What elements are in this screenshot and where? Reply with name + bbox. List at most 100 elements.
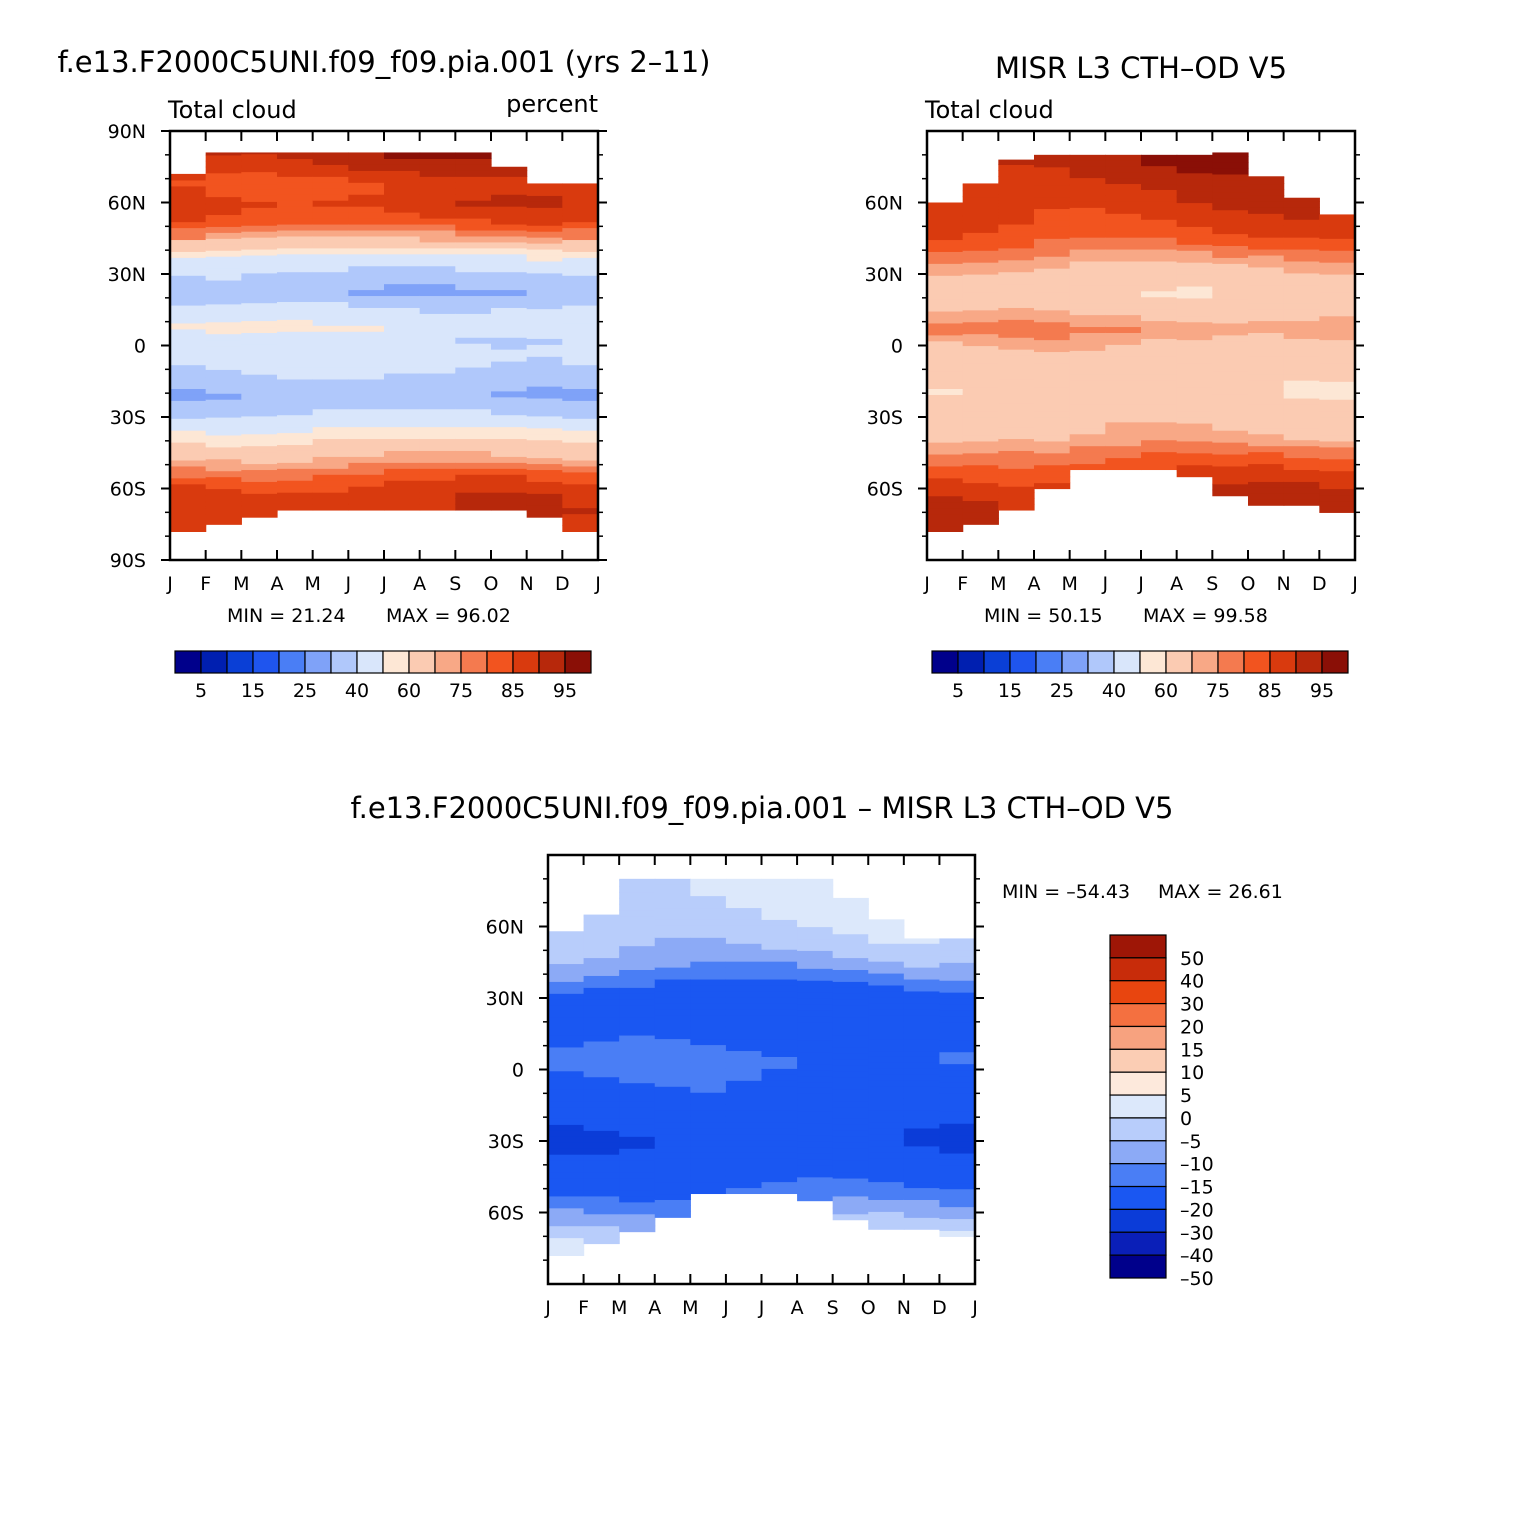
obs-cell: [1212, 430, 1249, 437]
diff-field: [548, 878, 976, 1256]
diff-colorbar-box: [1109, 1208, 1167, 1233]
model-cell: [526, 296, 563, 304]
model-cell: [312, 170, 349, 177]
obs-cell: [962, 321, 999, 329]
obs-cell: [927, 406, 964, 413]
diff-cell: [583, 1058, 620, 1066]
obs-cell: [962, 369, 999, 376]
model-cell: [562, 513, 599, 521]
model-cell: [348, 319, 385, 326]
model-cell: [312, 462, 349, 469]
model-cell: [277, 301, 314, 308]
model-cell: [526, 350, 563, 357]
model-cell: [205, 482, 242, 490]
model-cell: [526, 195, 563, 202]
obs-cell: [1105, 296, 1142, 304]
diff-cell: [654, 955, 691, 962]
diff-cell: [939, 1123, 976, 1130]
model-cell: [277, 468, 314, 475]
obs-cell: [998, 355, 1035, 362]
diff-cell: [725, 990, 763, 998]
obs-cell: [1319, 434, 1356, 442]
obs-cell: [1212, 161, 1249, 169]
obs-cell: [1212, 477, 1249, 485]
model-cell: [170, 227, 207, 235]
obs-cell: [1248, 445, 1285, 453]
model-cell: [348, 241, 385, 249]
diff-cell: [903, 943, 941, 950]
obs-cell: [1069, 427, 1106, 435]
model-colorbar-label: 95: [553, 680, 577, 702]
model-cell: [277, 212, 314, 219]
diff-cell: [761, 1068, 798, 1075]
diff-cell: [939, 950, 976, 957]
diff-cell: [868, 937, 905, 944]
obs-cell: [1283, 272, 1320, 280]
obs-cell: [1248, 391, 1285, 399]
diff-cell: [868, 931, 905, 938]
diff-cell: [583, 987, 620, 994]
model-colorbar-label: 15: [241, 680, 265, 702]
obs-y-tick-label: 60S: [867, 479, 903, 501]
diff-cell: [903, 1026, 941, 1034]
obs-cell: [998, 159, 1035, 165]
model-cell: [277, 343, 314, 350]
diff-cell: [654, 1187, 691, 1195]
model-cell: [526, 391, 563, 399]
obs-cell: [1034, 256, 1071, 263]
obs-cell: [1283, 320, 1320, 328]
diff-cell: [903, 1217, 941, 1224]
obs-cell: [1176, 411, 1213, 418]
obs-colorbar-box: [1035, 650, 1063, 674]
diff-cell: [868, 1074, 905, 1081]
model-field: [170, 152, 599, 532]
obs-cell: [1034, 274, 1071, 281]
diff-cell: [619, 1225, 656, 1233]
model-cell: [348, 498, 385, 505]
obs-cell: [962, 202, 999, 210]
model-cell: [170, 185, 207, 193]
obs-cell: [998, 390, 1035, 398]
diff-cell: [619, 1034, 656, 1042]
model-cell: [312, 492, 349, 499]
model-cell: [455, 450, 492, 457]
obs-cell: [1141, 397, 1178, 405]
model-cell: [170, 376, 207, 384]
diff-cell: [548, 1052, 585, 1060]
obs-cell: [1176, 238, 1213, 245]
diff-x-tick-label: N: [897, 1297, 911, 1319]
obs-cell: [1176, 154, 1213, 162]
model-cell: [348, 474, 385, 481]
diff-cell: [583, 1052, 620, 1060]
obs-cell: [1212, 364, 1249, 372]
obs-cell: [962, 196, 999, 204]
obs-cell: [1034, 363, 1071, 370]
diff-cell: [690, 919, 727, 926]
diff-cell: [832, 1130, 869, 1137]
obs-cell: [1034, 291, 1071, 299]
obs-cell: [1283, 219, 1320, 226]
model-cell: [312, 259, 349, 267]
model-cell: [312, 468, 349, 475]
obs-cell: [1176, 381, 1213, 388]
model-cell: [348, 438, 385, 446]
obs-cell: [1141, 380, 1178, 387]
diff-cell: [548, 1148, 585, 1155]
diff-cell: [832, 1171, 869, 1179]
model-cell: [384, 349, 421, 356]
obs-cell: [927, 293, 964, 300]
model-cell: [491, 206, 528, 213]
model-cell: [455, 194, 492, 201]
diff-cell: [761, 972, 798, 980]
model-cell: [170, 447, 207, 455]
model-cell: [170, 203, 207, 211]
model-cell: [419, 450, 456, 457]
model-cell: [312, 253, 349, 261]
diff-cell: [761, 1104, 798, 1111]
model-cell: [348, 343, 385, 350]
diff-cell: [725, 1038, 763, 1046]
obs-cell: [1069, 248, 1106, 256]
obs-cell: [1176, 369, 1213, 376]
obs-x-tick-label: A: [1028, 573, 1041, 595]
